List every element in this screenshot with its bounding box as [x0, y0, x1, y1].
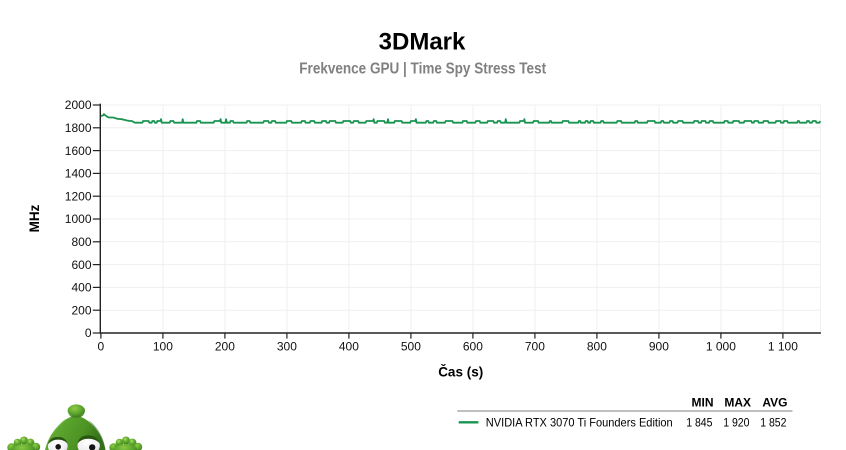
svg-text:900: 900: [649, 339, 669, 353]
svg-text:100: 100: [153, 339, 173, 353]
svg-text:1800: 1800: [65, 121, 92, 135]
svg-text:MAX: MAX: [724, 396, 751, 410]
svg-text:2000: 2000: [65, 98, 92, 112]
svg-text:1000: 1000: [65, 212, 92, 226]
svg-text:3DMark: 3DMark: [379, 28, 466, 55]
svg-text:0: 0: [85, 326, 92, 340]
svg-text:200: 200: [71, 303, 91, 317]
svg-text:1 920: 1 920: [723, 416, 750, 430]
svg-text:400: 400: [71, 281, 91, 295]
svg-text:600: 600: [463, 339, 483, 353]
svg-text:1200: 1200: [65, 189, 92, 203]
svg-text:1 100: 1 100: [768, 339, 798, 353]
svg-text:1 852: 1 852: [760, 416, 787, 430]
svg-text:NVIDIA RTX 3070 Ti Founders Ed: NVIDIA RTX 3070 Ti Founders Edition: [486, 416, 673, 430]
svg-text:1 845: 1 845: [686, 416, 713, 430]
svg-text:1 000: 1 000: [706, 339, 736, 353]
svg-text:600: 600: [71, 258, 91, 272]
svg-text:AVG: AVG: [762, 396, 787, 410]
svg-text:MIN: MIN: [692, 396, 714, 410]
svg-text:400: 400: [339, 339, 359, 353]
svg-text:800: 800: [71, 235, 91, 249]
svg-text:1400: 1400: [65, 167, 92, 181]
svg-text:200: 200: [215, 339, 235, 353]
svg-text:0: 0: [98, 339, 105, 353]
svg-text:1600: 1600: [65, 144, 92, 158]
svg-text:700: 700: [525, 339, 545, 353]
svg-text:800: 800: [587, 339, 607, 353]
svg-text:Čas (s): Čas (s): [438, 364, 483, 379]
svg-text:500: 500: [401, 339, 421, 353]
svg-text:Frekvence GPU | Time Spy Stres: Frekvence GPU | Time Spy Stress Test: [299, 60, 546, 77]
svg-text:300: 300: [277, 339, 297, 353]
svg-text:MHz: MHz: [27, 204, 42, 232]
